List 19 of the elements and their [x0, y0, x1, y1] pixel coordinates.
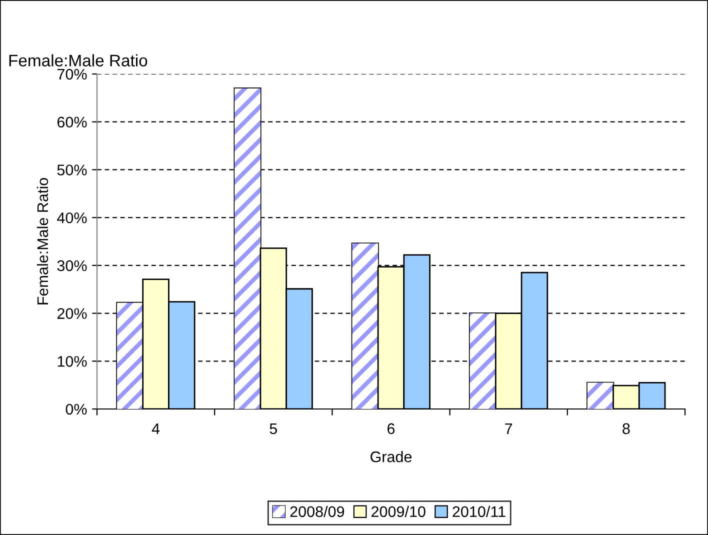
- legend-label: 2010/11: [452, 506, 506, 518]
- x-tick-label: 8: [622, 423, 630, 434]
- y-tick-label: 40%: [57, 212, 87, 224]
- x-axis-title: Grade: [370, 451, 412, 462]
- y-tick-label: 10%: [58, 356, 87, 367]
- chart-title: Female:Male Ratio: [9, 54, 148, 66]
- y-tick-label: 70%: [57, 68, 87, 80]
- legend-label: 2008/09: [290, 506, 344, 518]
- y-tick-label: 60%: [57, 116, 87, 128]
- y-axis-title: Female:Male Ratio: [36, 178, 48, 304]
- x-tick-label: 7: [505, 423, 512, 434]
- y-tick-label: 20%: [57, 308, 87, 319]
- x-tick-label: 5: [270, 423, 278, 434]
- y-tick-label: 0%: [66, 404, 87, 415]
- x-tick-label: 6: [388, 423, 395, 434]
- y-tick-label: 50%: [57, 164, 87, 176]
- legend-label: 2009/10: [372, 506, 426, 518]
- x-tick-label: 4: [152, 423, 160, 434]
- y-tick-label: 30%: [57, 260, 87, 272]
